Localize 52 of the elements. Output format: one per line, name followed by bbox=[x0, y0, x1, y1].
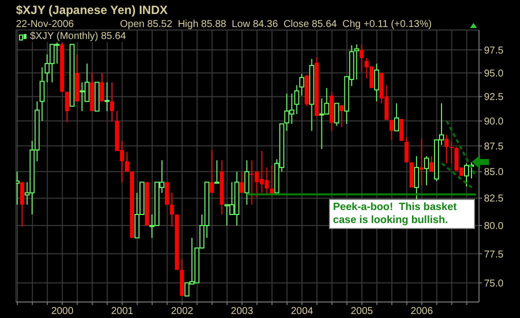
candlestick bbox=[354, 44, 360, 80]
candlestick bbox=[414, 156, 420, 200]
candlestick bbox=[244, 160, 250, 206]
candlestick bbox=[374, 63, 380, 102]
candlestick bbox=[420, 138, 424, 186]
candlestick bbox=[164, 182, 169, 206]
annotation: Peek-a-boo! This basket case is looking bullish. bbox=[329, 199, 475, 229]
candlestick bbox=[444, 134, 449, 164]
y-tick-label: 77.5 bbox=[484, 249, 504, 260]
candlestick bbox=[214, 160, 220, 184]
candlestick bbox=[299, 73, 304, 96]
candlestick bbox=[170, 192, 174, 228]
candlestick bbox=[340, 104, 344, 128]
y-tick-label: 80.0 bbox=[484, 221, 504, 232]
text: Open 85.52 High 85.88 Low 84.36 Close 85.64 Chg +0.11 (+0.13%) bbox=[120, 19, 432, 30]
candlestick bbox=[40, 66, 45, 122]
y-tick-label: 92.5 bbox=[484, 92, 504, 104]
candlestick bbox=[20, 182, 24, 228]
x-tick-label: 2004 bbox=[290, 306, 314, 318]
y-tick-label: 85.0 bbox=[484, 167, 504, 178]
x-tick-label: 2006 bbox=[410, 306, 434, 318]
x-tick-label: 2000 bbox=[51, 306, 74, 318]
y-tick-label: 97.5 bbox=[484, 45, 504, 56]
x-tick-label: 2005 bbox=[350, 306, 374, 318]
candlestick bbox=[404, 136, 409, 163]
y-tick-label: 95.0 bbox=[484, 68, 504, 80]
candlestick bbox=[334, 102, 340, 126]
candlestick bbox=[125, 152, 129, 172]
candlestick bbox=[104, 82, 110, 112]
y-tick-label: 90.0 bbox=[484, 116, 504, 128]
candlestick bbox=[400, 118, 404, 142]
chart-subtitle: 22-Nov-2006 bbox=[16, 19, 74, 30]
candlestick bbox=[450, 140, 454, 164]
x-tick-label: 2001 bbox=[111, 306, 134, 318]
candlestick bbox=[430, 156, 434, 172]
candlestick bbox=[210, 150, 214, 194]
y-tick-label: 87.5 bbox=[484, 141, 504, 152]
candlestick bbox=[360, 44, 364, 72]
candlestick bbox=[394, 102, 400, 132]
x-tick-label: 2003 bbox=[230, 306, 254, 318]
chart-title: $XJY (Japanese Yen) INDX bbox=[16, 3, 168, 17]
candlestick bbox=[110, 82, 114, 122]
candlestick bbox=[65, 91, 70, 122]
candlestick bbox=[424, 156, 430, 186]
y-tick-label: 82.5 bbox=[484, 194, 504, 205]
candlestick bbox=[240, 171, 244, 194]
y-tick-label: 75.0 bbox=[484, 278, 504, 290]
candlestick bbox=[270, 164, 274, 194]
candlestick bbox=[100, 72, 104, 102]
x-tick-label: 2002 bbox=[171, 306, 194, 318]
candlestick bbox=[390, 119, 394, 140]
legend-label: $XJY (Monthly) 85.64 bbox=[30, 31, 126, 42]
